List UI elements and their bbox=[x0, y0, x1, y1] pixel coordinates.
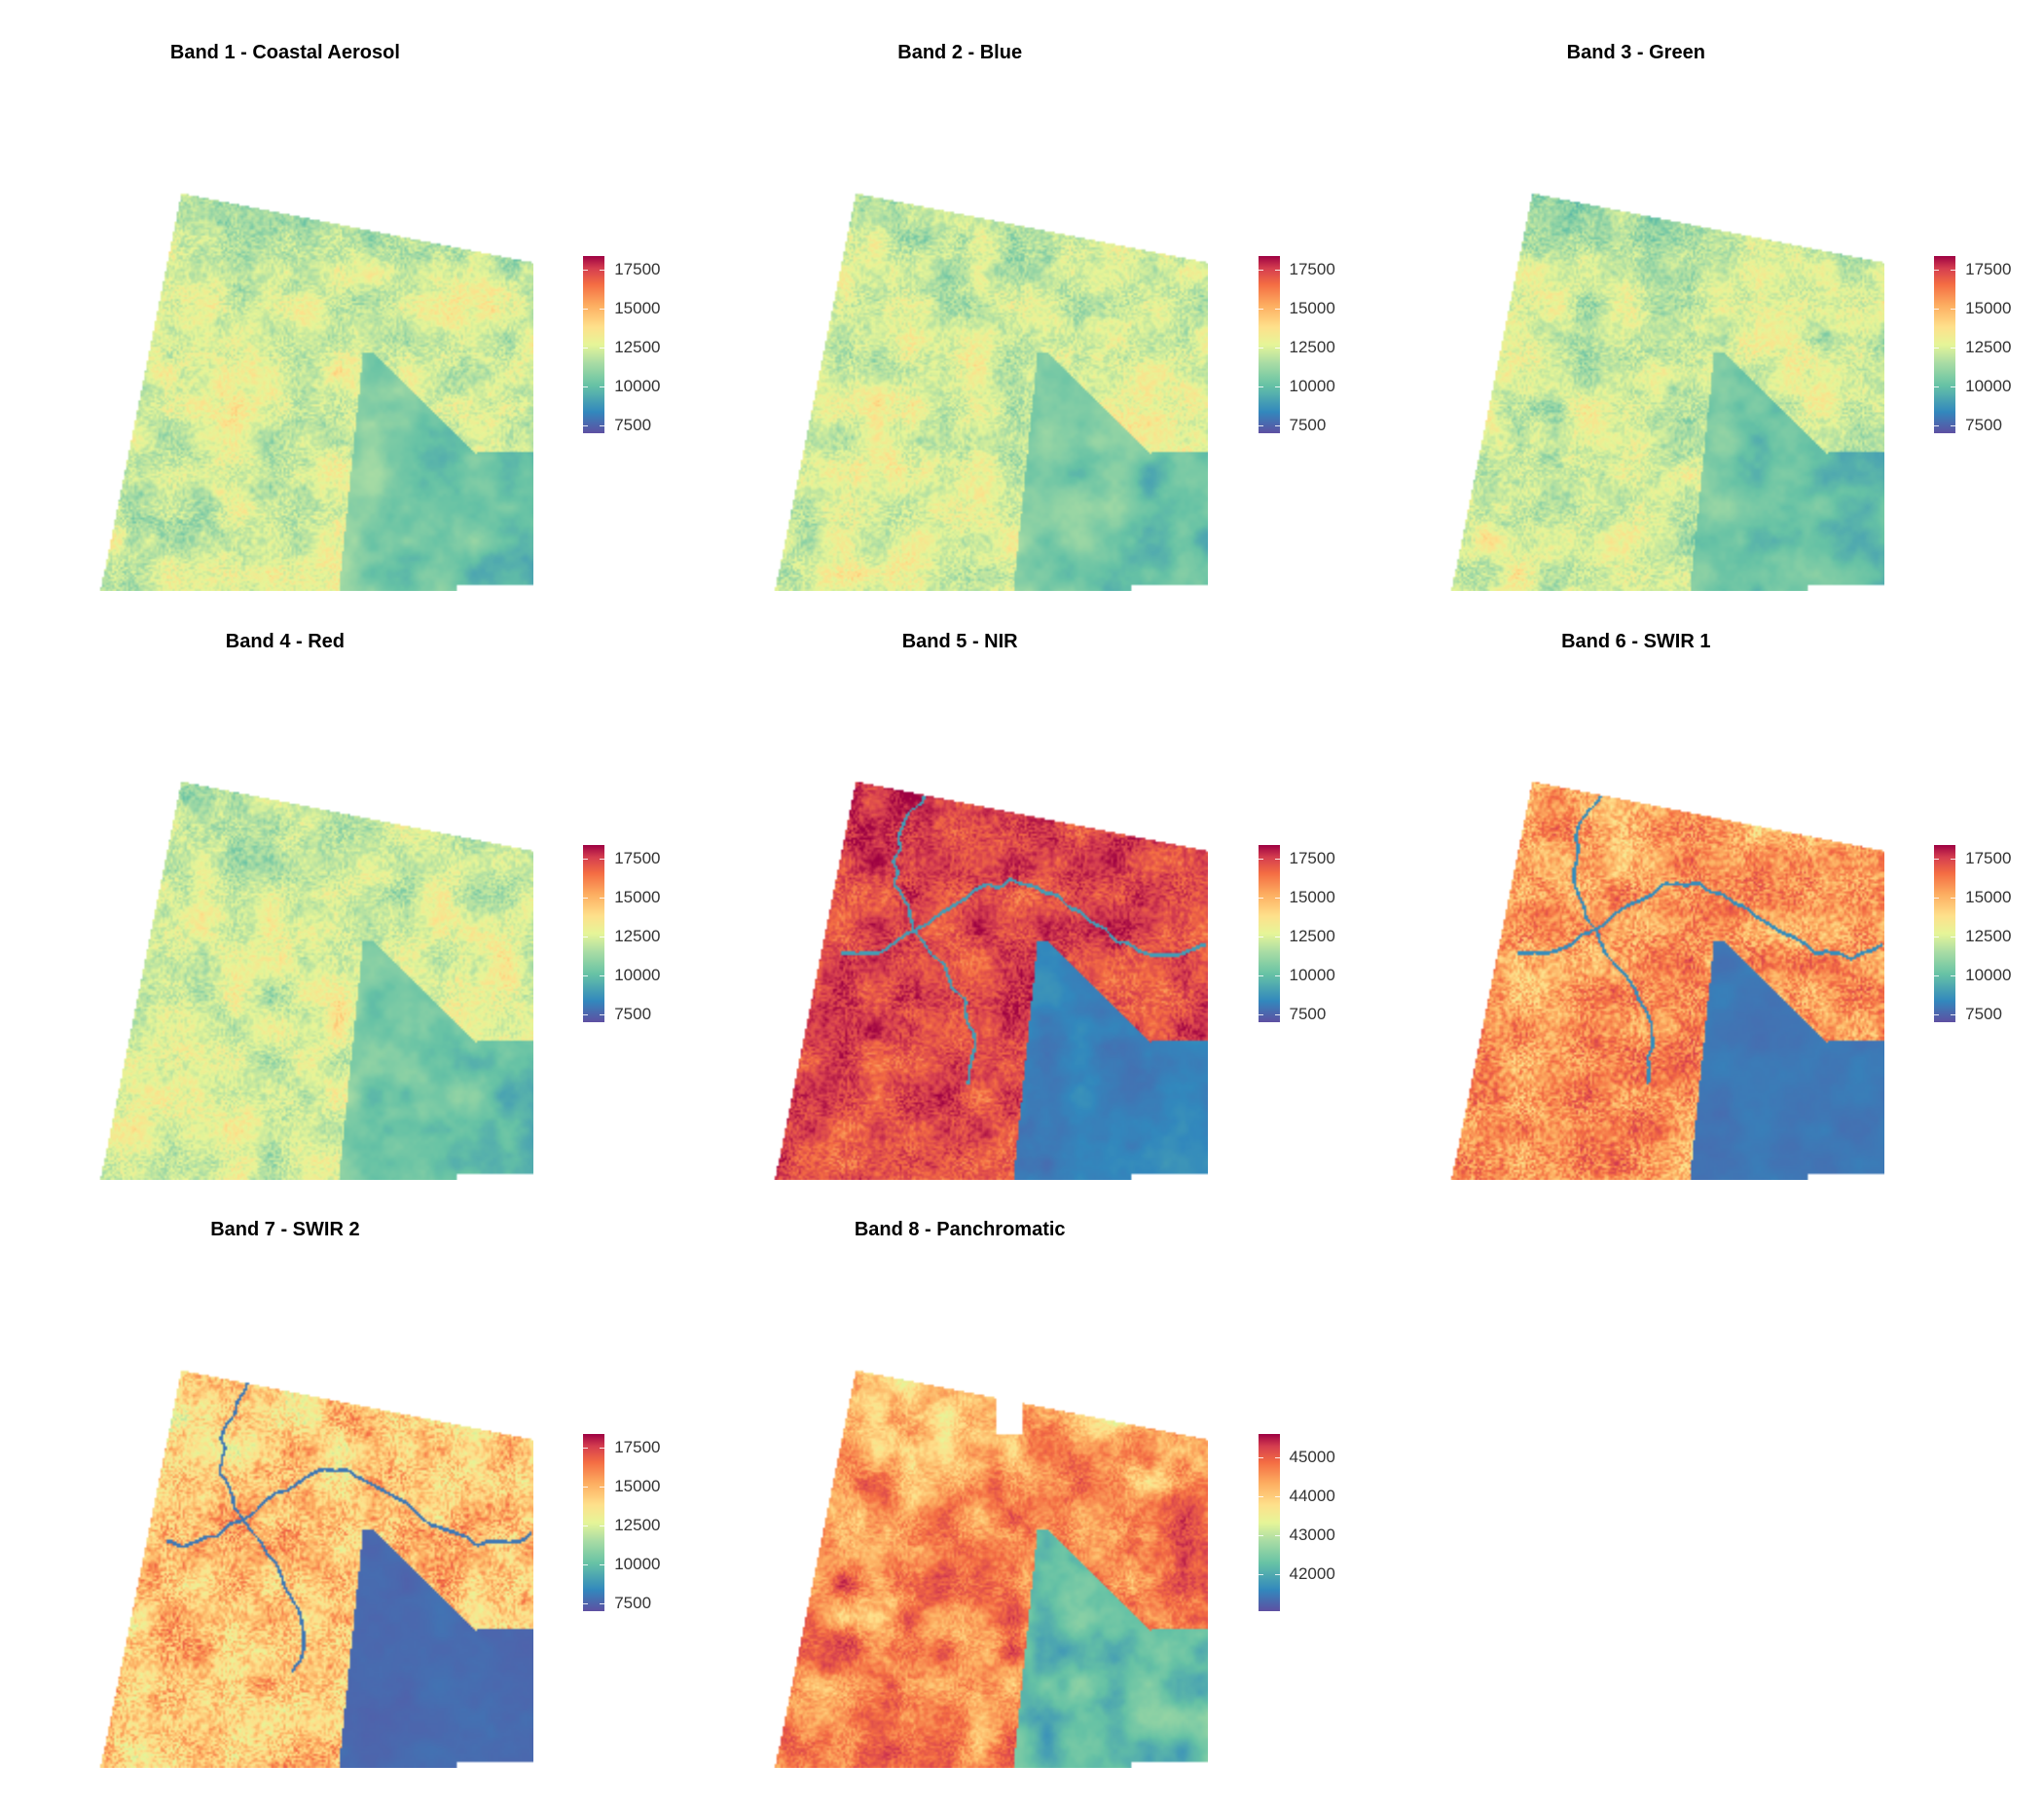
raster-map-image bbox=[724, 1270, 1209, 1769]
color-legend: 17500 15000 12500 10000 7500 bbox=[1934, 844, 2044, 1030]
colorbar bbox=[1258, 1433, 1280, 1611]
panel-title: Band 4 - Red bbox=[225, 630, 346, 652]
colorbar bbox=[583, 256, 605, 434]
legend-tick-label: 10000 bbox=[614, 377, 661, 396]
colorbar bbox=[583, 1433, 605, 1611]
panel-title: Band 6 - SWIR 1 bbox=[1561, 630, 1711, 652]
legend-tick-label: 10000 bbox=[614, 1554, 661, 1573]
legend-tick-label: 45000 bbox=[1289, 1447, 1335, 1466]
legend-tick-label: 17500 bbox=[1289, 848, 1335, 867]
legend-tick-label: 15000 bbox=[1289, 887, 1335, 906]
legend-tick-label: 10000 bbox=[1965, 965, 2012, 984]
color-legend: 17500 15000 12500 10000 7500 bbox=[1258, 256, 1405, 441]
raster-map-image bbox=[724, 682, 1209, 1180]
panel-title: Band 7 - SWIR 2 bbox=[210, 1219, 360, 1241]
legend-tick-label: 15000 bbox=[1289, 299, 1335, 318]
raster-map-image bbox=[1400, 93, 1885, 592]
raster-map-image bbox=[1400, 682, 1885, 1180]
color-legend: 17500 15000 12500 10000 7500 bbox=[583, 256, 729, 441]
legend-tick-label: 7500 bbox=[614, 416, 652, 435]
colorbar bbox=[1258, 844, 1280, 1022]
legend-tick-label: 7500 bbox=[1289, 416, 1327, 435]
legend-tick-label: 42000 bbox=[1289, 1563, 1335, 1583]
legend-tick-label: 7500 bbox=[614, 1593, 652, 1612]
color-legend: 17500 15000 12500 10000 7500 bbox=[1934, 256, 2044, 441]
legend-tick-label: 44000 bbox=[1289, 1486, 1335, 1505]
color-legend: 45000 44000 43000 42000 bbox=[1258, 1433, 1405, 1619]
raster-map-image bbox=[50, 682, 534, 1180]
legend-tick-label: 15000 bbox=[1965, 299, 2012, 318]
colorbar bbox=[1934, 844, 1956, 1022]
legend-tick-label: 43000 bbox=[1289, 1525, 1335, 1544]
legend-tick-label: 12500 bbox=[614, 1515, 661, 1534]
raster-map-image bbox=[50, 1270, 534, 1769]
legend-tick-label: 7500 bbox=[614, 1004, 652, 1023]
colorbar bbox=[583, 844, 605, 1022]
legend-tick-label: 10000 bbox=[614, 965, 661, 984]
color-legend: 17500 15000 12500 10000 7500 bbox=[583, 1433, 729, 1619]
legend-tick-label: 17500 bbox=[1289, 260, 1335, 279]
legend-tick-label: 15000 bbox=[614, 887, 661, 906]
panel-title: Band 5 - NIR bbox=[901, 630, 1018, 652]
colorbar bbox=[1934, 256, 1956, 434]
legend-tick-label: 10000 bbox=[1289, 377, 1335, 396]
legend-tick-label: 10000 bbox=[1289, 965, 1335, 984]
legend-tick-label: 12500 bbox=[1965, 926, 2012, 945]
legend-tick-label: 17500 bbox=[1965, 848, 2012, 867]
legend-tick-label: 7500 bbox=[1289, 1004, 1327, 1023]
legend-tick-label: 12500 bbox=[614, 338, 661, 357]
panel-title: Band 2 - Blue bbox=[897, 41, 1023, 63]
legend-tick-label: 17500 bbox=[614, 1437, 661, 1456]
legend-tick-label: 17500 bbox=[1965, 260, 2012, 279]
legend-tick-label: 7500 bbox=[1965, 1004, 2002, 1023]
legend-tick-label: 15000 bbox=[614, 299, 661, 318]
colorbar bbox=[1258, 256, 1280, 434]
color-legend: 17500 15000 12500 10000 7500 bbox=[1258, 844, 1405, 1030]
color-legend: 17500 15000 12500 10000 7500 bbox=[583, 844, 729, 1030]
legend-tick-label: 17500 bbox=[614, 260, 661, 279]
legend-tick-label: 12500 bbox=[1289, 926, 1335, 945]
panel-title: Band 1 - Coastal Aerosol bbox=[169, 41, 400, 63]
panel-title: Band 3 - Green bbox=[1566, 41, 1705, 63]
legend-tick-label: 10000 bbox=[1965, 377, 2012, 396]
legend-tick-label: 12500 bbox=[614, 926, 661, 945]
legend-tick-label: 7500 bbox=[1965, 416, 2002, 435]
legend-tick-label: 15000 bbox=[1965, 887, 2012, 906]
legend-tick-label: 12500 bbox=[1965, 338, 2012, 357]
raster-map-image bbox=[724, 93, 1209, 592]
legend-tick-label: 12500 bbox=[1289, 338, 1335, 357]
panel-title: Band 8 - Panchromatic bbox=[854, 1219, 1066, 1241]
legend-tick-label: 15000 bbox=[614, 1476, 661, 1495]
legend-tick-label: 17500 bbox=[614, 848, 661, 867]
raster-map-image bbox=[50, 93, 534, 592]
